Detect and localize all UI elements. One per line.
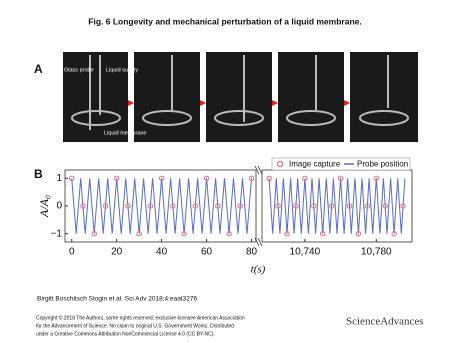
x-tick-label: 20 [111, 247, 123, 258]
capture-point [382, 203, 388, 209]
capture-point [248, 175, 255, 182]
photo [278, 52, 344, 142]
logo: ScienceAdvances [346, 316, 424, 328]
photo [206, 52, 272, 142]
y-tick-label: 1 [56, 173, 62, 184]
capture-point [226, 230, 232, 237]
photo-label: Liquid membrane [104, 130, 147, 136]
capture-point [293, 203, 299, 209]
capture-point [91, 230, 97, 237]
capture-point [302, 175, 308, 182]
photo-strip: Glass probe Liquid supply Liquid membran… [63, 52, 418, 144]
y-tick-label: 0 [56, 201, 62, 212]
photo [63, 52, 128, 142]
capture-point [373, 175, 379, 182]
copyright: for the Advancement of Science. No claim… [36, 323, 234, 329]
citation: Birgitt Boschitsch Stogin et al. Sci Adv… [37, 296, 197, 303]
panel-label: B [34, 167, 43, 181]
legend-label: Image capture [289, 160, 341, 169]
capture-point [102, 203, 109, 209]
capture-point [400, 203, 406, 209]
photo-label: Glass probe [64, 67, 94, 73]
x-tick-label: 80 [246, 247, 258, 258]
probe-line [268, 178, 406, 234]
capture-point [346, 203, 353, 209]
photo [350, 52, 418, 142]
x-tick-label: 60 [201, 247, 213, 258]
photo-label: Liquid supply [106, 67, 138, 73]
capture-point [355, 230, 362, 237]
copyright: under a Creative Commons Attribution Non… [36, 331, 215, 337]
x-tick-label: 10,780 [361, 247, 392, 258]
capture-point [203, 175, 210, 182]
capture-point [275, 203, 281, 209]
x-tick-label: 0 [69, 247, 75, 258]
x-tick-label: 10,740 [290, 247, 321, 258]
capture-point [69, 175, 75, 182]
capture-point [170, 203, 176, 209]
x-tick-label: 40 [156, 247, 168, 258]
capture-point [328, 203, 335, 209]
y-axis-label: A/A₀ [37, 195, 51, 218]
capture-point [237, 203, 243, 209]
probe-line [71, 178, 252, 234]
arrows [128, 100, 350, 106]
capture-point [284, 230, 290, 237]
legend-label: Probe position [357, 160, 408, 169]
capture-point [391, 230, 397, 237]
capture-point [80, 203, 86, 209]
photo [134, 52, 200, 142]
x-axis-label: t(s) [251, 264, 266, 276]
capture-point [136, 230, 142, 237]
capture-point [158, 175, 165, 182]
y-tick-label: −1 [51, 228, 63, 239]
capture-point [364, 203, 371, 209]
capture-point [215, 203, 221, 209]
axis-break [254, 165, 263, 247]
legend-swatch [276, 160, 284, 168]
capture-point [181, 230, 187, 237]
panel-label: A [34, 62, 43, 76]
capture-point [113, 175, 120, 182]
capture-point [147, 203, 154, 209]
photo-sketch [71, 55, 409, 130]
capture-point [337, 175, 344, 182]
legend-box [271, 157, 411, 171]
capture-point [266, 175, 272, 182]
capture-point [311, 203, 317, 209]
capture-point [125, 203, 131, 209]
capture-point [320, 230, 326, 237]
copyright: Copyright © 2018 The Authors, some right… [36, 314, 245, 321]
capture-point [192, 203, 199, 209]
figure-title: Fig. 6 Longevity and mechanical perturba… [88, 16, 361, 26]
